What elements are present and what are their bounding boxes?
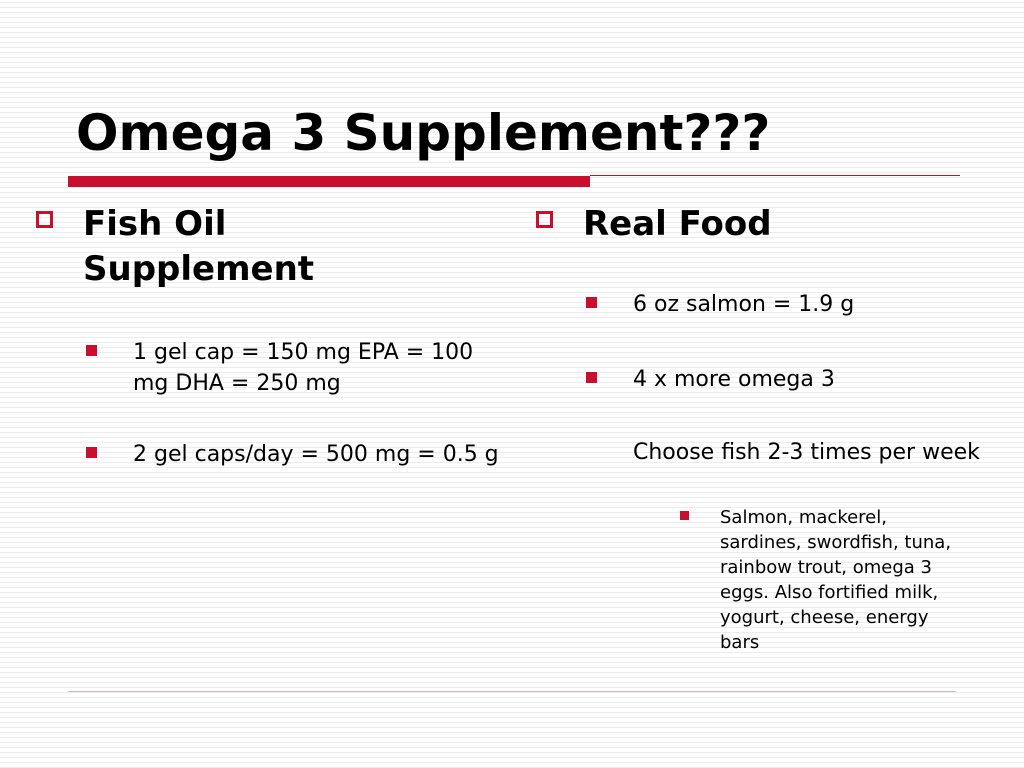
slide-title: Omega 3 Supplement???: [76, 104, 771, 162]
footer-divider: [68, 691, 956, 692]
right-item-3-text: Choose fish 2-3 times per week: [633, 440, 980, 465]
hollow-square-icon: [36, 211, 53, 228]
left-item-1: 1 gel cap = 150 mg EPA = 100 mg DHA = 25…: [86, 337, 508, 399]
title-underline: [68, 176, 590, 187]
right-heading: Real Food: [536, 202, 913, 247]
right-subitem-1-text: Salmon, mackerel, sardines, swordfish, t…: [720, 507, 952, 653]
left-item-2: 2 gel caps/day = 500 mg = 0.5 g: [86, 439, 508, 470]
filled-square-icon: [86, 447, 97, 458]
title-underline-thin: [590, 175, 960, 176]
right-item-3: Choose fish 2-3 times per week: [586, 437, 983, 468]
filled-square-icon: [586, 372, 597, 383]
left-heading: Fish Oil Supplement: [36, 202, 413, 292]
right-subitem-1: Salmon, mackerel, sardines, swordfish, t…: [680, 505, 960, 655]
filled-square-icon: [680, 511, 689, 520]
left-item-1-text: 1 gel cap = 150 mg EPA = 100 mg DHA = 25…: [133, 340, 474, 396]
right-item-2-text: 4 x more omega 3: [633, 367, 835, 392]
right-item-1: 6 oz salmon = 1.9 g: [586, 289, 983, 320]
hollow-square-icon: [536, 211, 553, 228]
filled-square-icon: [586, 297, 597, 308]
right-heading-text: Real Food: [583, 204, 772, 244]
right-item-1-text: 6 oz salmon = 1.9 g: [633, 292, 855, 317]
left-item-2-text: 2 gel caps/day = 500 mg = 0.5 g: [133, 442, 499, 467]
filled-square-icon: [86, 345, 97, 356]
left-heading-text: Fish Oil Supplement: [83, 204, 315, 289]
right-item-2: 4 x more omega 3: [586, 364, 983, 395]
